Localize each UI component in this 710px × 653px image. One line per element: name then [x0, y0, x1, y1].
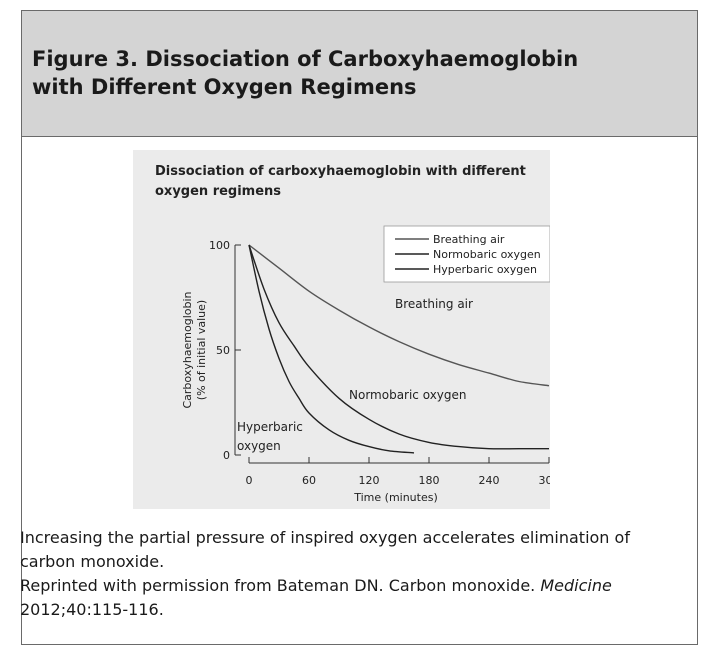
legend-label-2: Hyperbaric oxygen	[433, 263, 537, 276]
x-axis-label: Time (minutes)	[353, 491, 438, 504]
legend-label-0: Breathing air	[433, 233, 505, 246]
x-tick-label-60: 60	[302, 474, 316, 487]
x-tick-label-0: 0	[246, 474, 253, 487]
figure-header: Figure 3. Dissociation of Carboxyhaemogl…	[22, 11, 697, 137]
legend-label-1: Normobaric oxygen	[433, 248, 541, 261]
credit-prefix: Reprinted with permission from Bateman D…	[20, 576, 541, 595]
figure-title-line-2: with Different Oxygen Regimens	[32, 75, 417, 99]
y-axis-label-line-2: (% of initial value)	[195, 300, 208, 400]
caption-text: Increasing the partial pressure of inspi…	[20, 528, 630, 571]
x-tick-label-120: 120	[359, 474, 380, 487]
annotation-hyperbaric-oxygen: oxygen	[237, 439, 281, 453]
y-tick-label-50: 50	[216, 344, 230, 357]
annotation-breathing-air: Breathing air	[395, 297, 473, 311]
figure-title-line-1: Figure 3. Dissociation of Carboxyhaemogl…	[32, 47, 579, 71]
annotation-normobaric-oxygen: Normobaric oxygen	[349, 388, 467, 402]
credit-suffix: 2012;40:115-116.	[20, 600, 164, 619]
y-tick-label-0: 0	[223, 449, 230, 462]
chart-plot: 0 50 100 0 60 120 180 240 300 Time (minutes) Carbo…	[181, 225, 551, 504]
series-line-normobaric-oxygen	[248, 244, 549, 450]
figure-frame: Figure 3. Dissociation of Carboxyhaemogl…	[21, 10, 698, 645]
x-tick-label-240: 240	[479, 474, 500, 487]
figure-title: Figure 3. Dissociation of Carboxyhaemogl…	[32, 45, 672, 101]
y-tick-label-100: 100	[209, 239, 230, 252]
series-line-hyperbaric-oxygen	[248, 244, 415, 454]
figure-caption: Increasing the partial pressure of inspi…	[20, 526, 660, 622]
chart-panel: Dissociation of carboxyhaemoglobin with …	[133, 150, 550, 509]
annotation-hyperbaric: Hyperbaric	[237, 420, 303, 434]
chart-title-line-1: Dissociation of carboxyhaemoglobin with …	[155, 164, 526, 179]
credit-journal: Medicine	[540, 576, 612, 595]
x-tick-label-180: 180	[419, 474, 440, 487]
y-axis-label-line-1: Carboxyhaemoglobin	[181, 291, 194, 408]
chart-title: Dissociation of carboxyhaemoglobin with …	[155, 162, 535, 202]
series-line-breathing-air	[248, 244, 550, 387]
chart-title-line-2: oxygen regimens	[155, 184, 282, 199]
x-tick-label-300: 300	[539, 474, 551, 487]
caption-credit: Reprinted with permission from Bateman D…	[20, 574, 660, 622]
